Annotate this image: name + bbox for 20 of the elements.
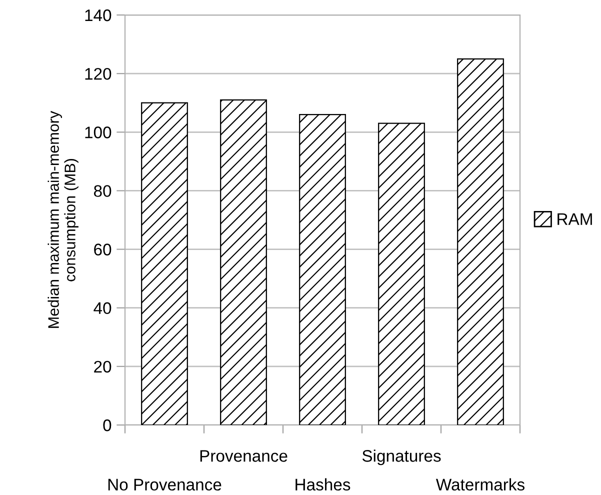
y-tick-label: 140 — [85, 9, 112, 22]
x-tick-label: Hashes — [296, 478, 350, 491]
y-tick-label: 80 — [94, 185, 112, 197]
y-tick-label: 0 — [103, 419, 112, 432]
y-tick-label: 20 — [94, 360, 112, 373]
y-axis-title: Median maximum main-memory consumption (MB) — [48, 110, 78, 328]
bar — [457, 58, 504, 425]
bar — [141, 102, 188, 425]
y-tick-label: 120 — [85, 68, 112, 80]
bar — [378, 122, 425, 425]
x-tick-label: No Provenance — [108, 478, 222, 491]
x-tick-label: Signatures — [362, 450, 441, 466]
y-tick-label: 100 — [85, 126, 112, 138]
bar — [299, 114, 346, 425]
legend-label: RAM — [558, 213, 592, 225]
x-tick-label: Provenance — [200, 450, 288, 462]
y-tick-label: 60 — [94, 244, 112, 256]
y-tick-label: 40 — [94, 302, 112, 314]
bar — [220, 99, 267, 425]
x-tick-label: Watermarks — [436, 478, 524, 491]
